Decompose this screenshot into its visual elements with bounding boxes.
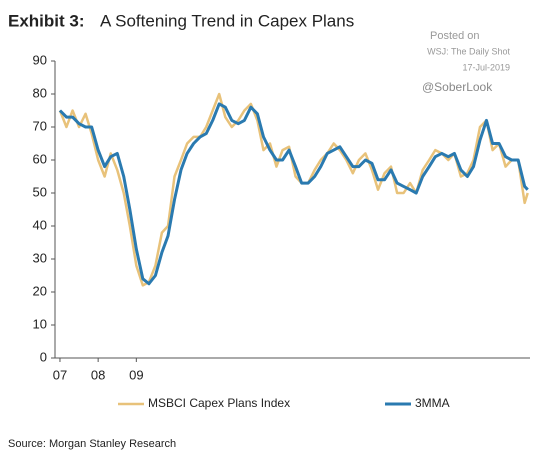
y-tick-label: 90 bbox=[33, 52, 47, 67]
annotation: @SoberLook bbox=[422, 80, 493, 94]
series-line bbox=[58, 102, 529, 286]
y-tick-label: 80 bbox=[33, 85, 47, 100]
title-label: Exhibit 3: bbox=[8, 11, 85, 30]
y-tick-label: 10 bbox=[33, 316, 47, 331]
y-tick-label: 0 bbox=[40, 349, 47, 364]
legend-label: 3MMA bbox=[415, 396, 450, 410]
y-tick-label: 30 bbox=[33, 250, 47, 265]
chart-title: A Softening Trend in Capex Plans bbox=[100, 11, 354, 30]
y-tick-label: 40 bbox=[33, 217, 47, 232]
x-tick-label: 09 bbox=[129, 367, 143, 382]
y-tick-label: 50 bbox=[33, 184, 47, 199]
y-tick-label: 70 bbox=[33, 118, 47, 133]
source: Source: Morgan Stanley Research bbox=[8, 438, 176, 450]
annotation: Posted on bbox=[430, 30, 480, 42]
y-tick-label: 20 bbox=[33, 283, 47, 298]
annotation: WSJ: The Daily Shot bbox=[427, 46, 510, 56]
legend-label: MSBCI Capex Plans Index bbox=[148, 396, 290, 410]
annotation: 17-Jul-2019 bbox=[462, 62, 510, 72]
x-tick-label: 07 bbox=[53, 367, 67, 382]
x-tick-label: 08 bbox=[91, 367, 105, 382]
y-tick-label: 60 bbox=[33, 151, 47, 166]
